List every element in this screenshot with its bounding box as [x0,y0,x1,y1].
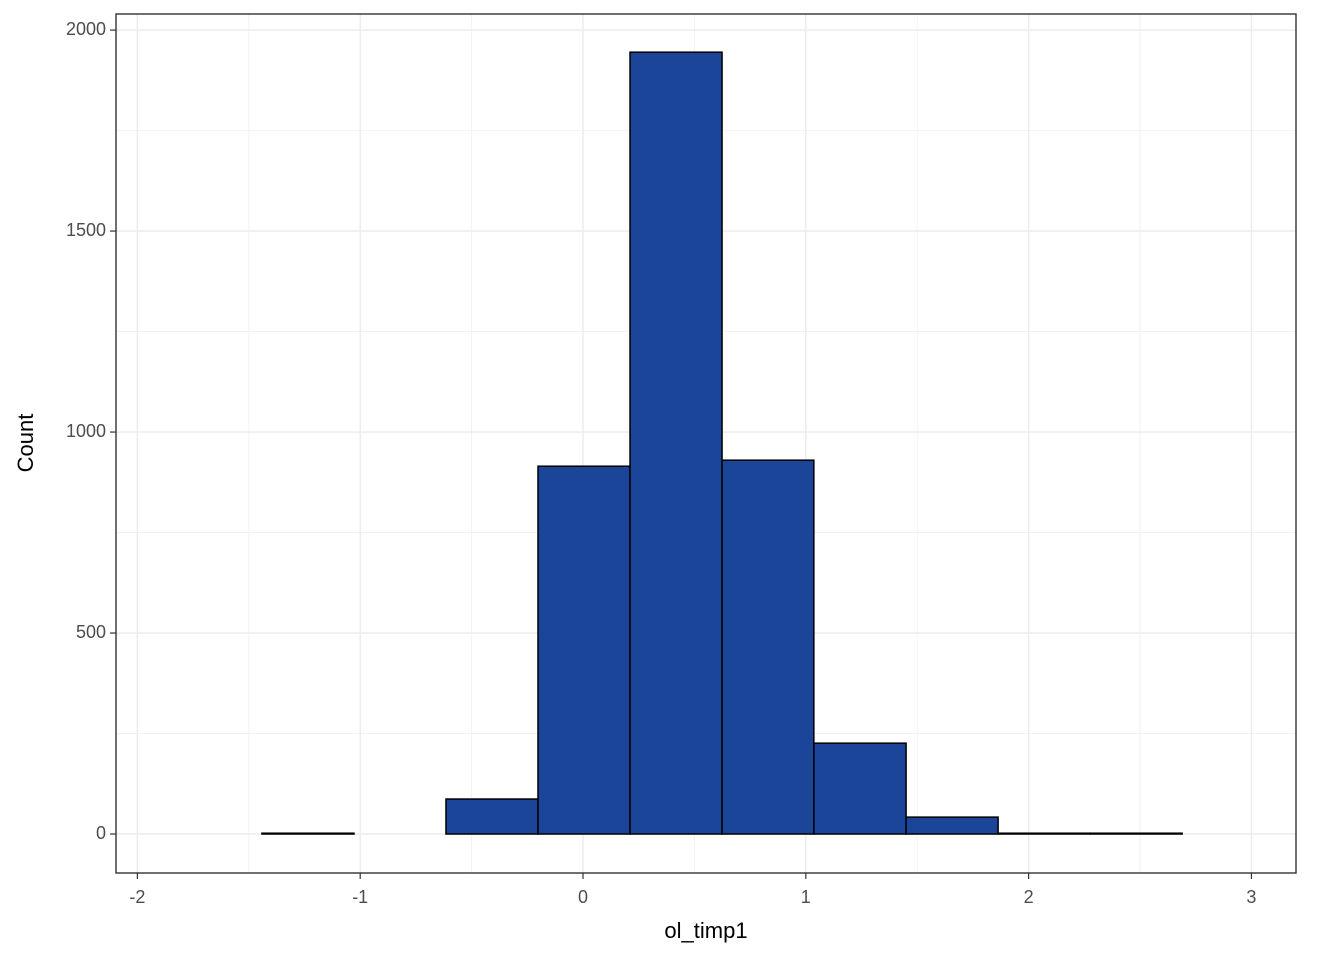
x-tick-label: 2 [1024,887,1034,907]
histogram-bar [261,832,355,835]
x-tick-label: 0 [578,887,588,907]
histogram-bar [537,465,631,835]
x-tick-label: 1 [801,887,811,907]
histogram-bar [997,832,1091,835]
plot-border [115,13,1297,874]
x-axis-title: ol_timp1 [664,918,747,943]
histogram-bar [629,51,723,835]
x-tick-label: -1 [352,887,368,907]
y-tick-label: 0 [96,823,106,843]
histogram-bar [1089,832,1183,835]
y-tick-label: 1000 [66,421,106,441]
y-tick-label: 500 [76,622,106,642]
histogram-bar [445,798,539,835]
y-tick-label: 1500 [66,220,106,240]
x-tick-label: -2 [129,887,145,907]
x-tick-label: 3 [1246,887,1256,907]
histogram-bar [813,742,907,835]
y-axis-title: Count [13,414,38,473]
histogram-bar [721,459,815,835]
histogram-bar [905,816,999,835]
y-tick-label: 2000 [66,19,106,39]
